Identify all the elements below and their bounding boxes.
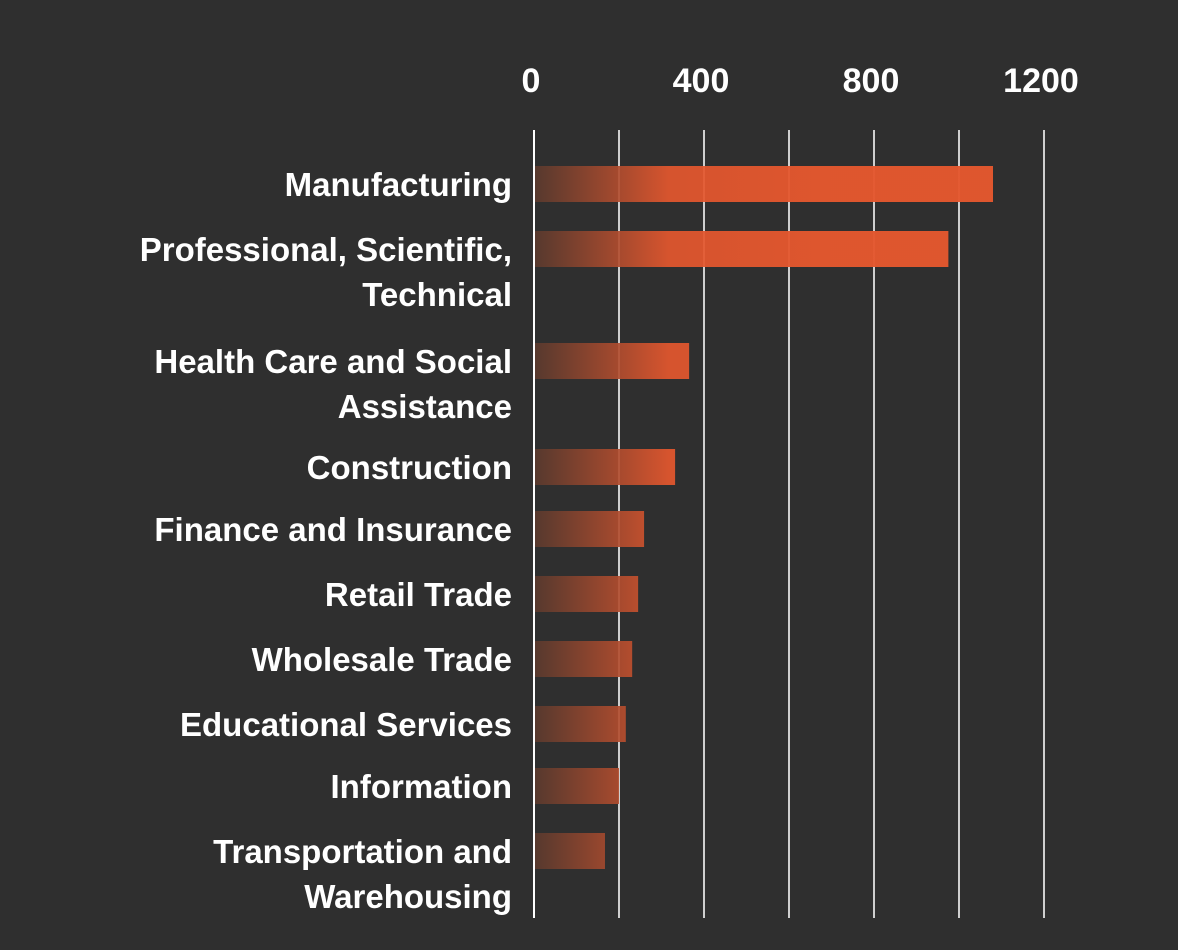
category-label: Wholesale Trade	[252, 641, 512, 678]
category-label: Professional, Scientific,	[140, 231, 512, 268]
bar	[535, 641, 633, 677]
bar	[535, 231, 949, 267]
category-label: Manufacturing	[285, 166, 512, 203]
category-label: Retail Trade	[325, 576, 512, 613]
category-label: Assistance	[338, 388, 512, 425]
category-label: Health Care and Social	[154, 343, 512, 380]
category-label: Finance and Insurance	[154, 511, 512, 548]
bar	[535, 449, 676, 485]
bar	[535, 343, 690, 379]
bar	[535, 833, 605, 869]
x-tick-label: 400	[673, 62, 730, 100]
bar	[535, 576, 639, 612]
category-label: Transportation and	[213, 833, 512, 870]
x-tick-label: 0	[522, 62, 541, 100]
bar	[535, 706, 626, 742]
bar	[535, 166, 993, 202]
category-label: Educational Services	[180, 706, 512, 743]
category-label: Information	[331, 768, 512, 805]
x-tick-label: 800	[843, 62, 900, 100]
bar	[535, 768, 619, 804]
x-tick-label: 1200	[1003, 62, 1079, 100]
category-label: Technical	[362, 276, 512, 313]
category-label: Construction	[307, 449, 512, 486]
category-label: Warehousing	[304, 878, 512, 915]
bar	[535, 511, 645, 547]
